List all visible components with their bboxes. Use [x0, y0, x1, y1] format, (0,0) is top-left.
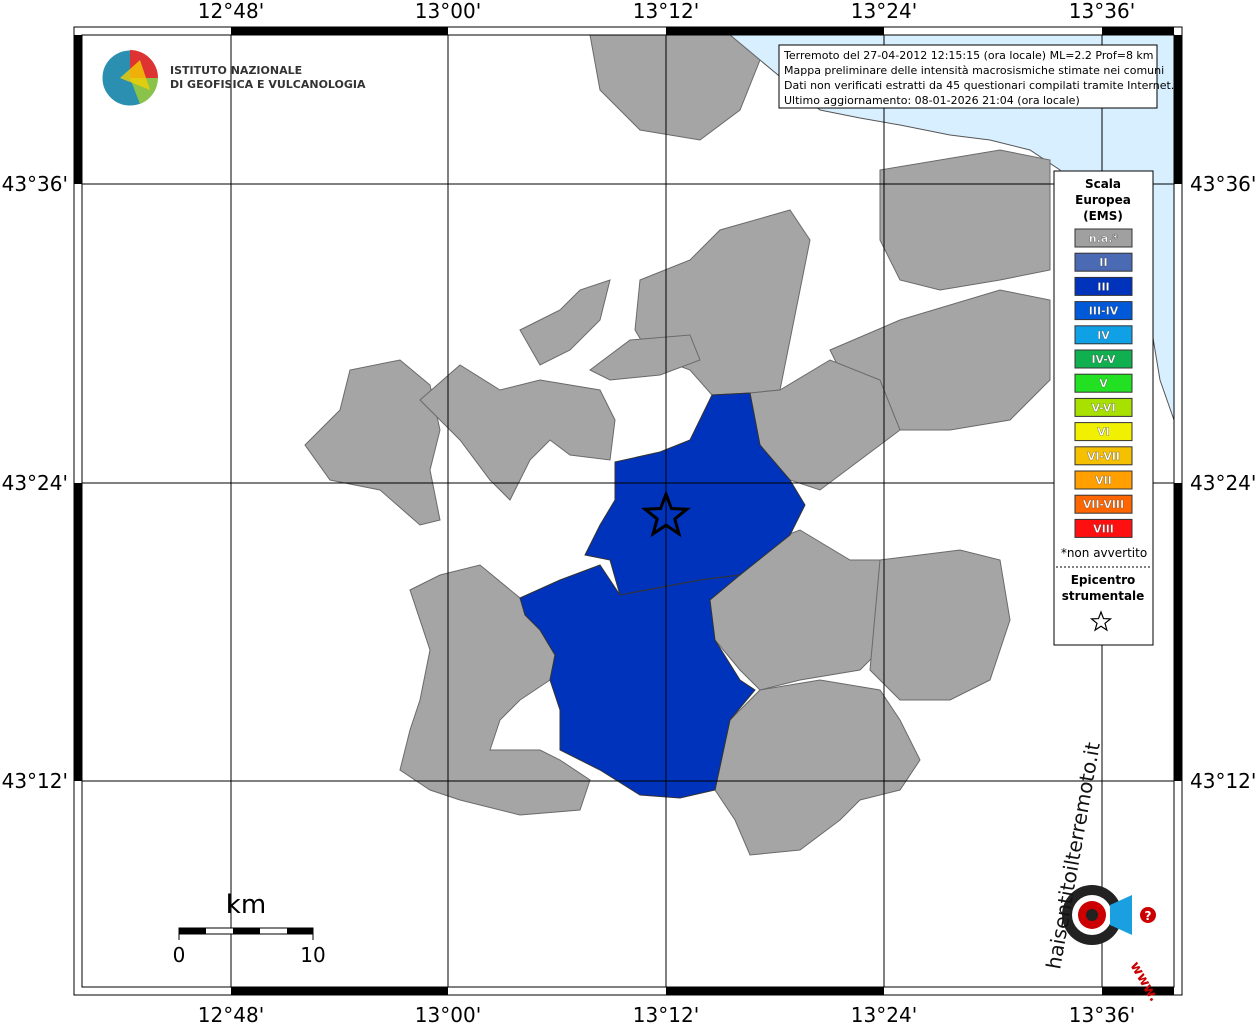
- frame-segment: [666, 987, 884, 995]
- frame-segment: [1102, 27, 1174, 35]
- legend-swatch: [1074, 252, 1133, 272]
- frame-segment: [74, 184, 82, 483]
- lon-label: 12°48': [198, 1003, 264, 1024]
- legend-swatch: [1074, 397, 1133, 417]
- lat-label: 43°36': [1190, 172, 1256, 196]
- frame-segment: [74, 483, 82, 781]
- lat-label: 43°24': [1190, 471, 1256, 495]
- info-line: Terremoto del 27-04-2012 12:15:15 (ora l…: [783, 49, 1154, 62]
- legend-label: IV: [1097, 329, 1110, 342]
- legend: ScalaEuropea(EMS)n.a.*IIIIIIII-IVIVIV-VV…: [1053, 170, 1154, 646]
- frame-segment: [1102, 987, 1174, 995]
- legend-label: VII-VIII: [1083, 498, 1124, 511]
- legend-swatch: [1074, 373, 1133, 393]
- scale-label: 0: [173, 943, 186, 967]
- lon-label: 13°00': [415, 0, 481, 23]
- legend-swatch: [1074, 494, 1133, 514]
- legend-epicenter: Epicentro: [1071, 573, 1136, 587]
- intensity-area: [584, 392, 806, 596]
- municipality: [714, 679, 921, 856]
- scale-unit: km: [226, 890, 266, 920]
- municipality: [869, 549, 1011, 701]
- legend-swatch: [1074, 301, 1133, 321]
- lat-label: 43°36': [2, 172, 68, 196]
- logo-text: ?: [1145, 909, 1152, 923]
- municipality: [519, 279, 611, 366]
- frame-border: [73, 26, 1183, 996]
- frame-segment: [448, 27, 666, 35]
- map-area: [304, 34, 1175, 856]
- legend-label: IV-V: [1091, 353, 1116, 366]
- legend-swatch: [1074, 446, 1133, 466]
- frame-inner: [81, 34, 1175, 988]
- municipality: [589, 34, 761, 141]
- frame-segment: [82, 27, 231, 35]
- legend-swatch: [1074, 470, 1133, 490]
- frame-segment: [448, 987, 666, 995]
- scale-label: 10: [300, 943, 325, 967]
- legend-swatch: [1074, 422, 1133, 442]
- legend-label: III: [1097, 280, 1109, 293]
- frame-segment: [1174, 184, 1182, 483]
- legend-label: VII: [1095, 474, 1112, 487]
- legend-label: II: [1099, 256, 1107, 269]
- frame-segment: [74, 35, 82, 184]
- lon-label: 13°12': [633, 1003, 699, 1024]
- legend-note: *non avvertito: [1061, 546, 1147, 560]
- frame-segment: [231, 987, 448, 995]
- legend-label: V: [1099, 377, 1108, 390]
- scale-bar: km 0 10: [173, 890, 326, 967]
- legend-swatch: [1074, 349, 1133, 369]
- legend-label: n.a.*: [1089, 232, 1119, 245]
- lat-label: 43°24': [2, 471, 68, 495]
- logo-text: ISTITUTO NAZIONALE: [170, 64, 302, 77]
- info-box: Terremoto del 27-04-2012 12:15:15 (ora l…: [778, 44, 1174, 109]
- info-line: Dati non verificati estratti da 45 quest…: [784, 79, 1174, 92]
- info-line: Ultimo aggiornamento: 08-01-2026 21:04 (…: [784, 94, 1080, 107]
- legend-swatch: [1074, 276, 1133, 296]
- ingv-logo: ISTITUTO NAZIONALE DI GEOFISICA E VULCAN…: [101, 49, 366, 107]
- legend-title: Europea: [1075, 193, 1131, 207]
- municipality: [589, 334, 701, 381]
- legend-label: V-VI: [1091, 401, 1115, 414]
- lat-label: 43°12': [2, 769, 68, 793]
- frame-segment: [884, 987, 1102, 995]
- lon-label: 13°36': [1069, 0, 1135, 23]
- frame-segment: [1174, 35, 1182, 184]
- legend-epicenter: strumentale: [1062, 589, 1145, 603]
- legend-label: VI-VII: [1087, 450, 1120, 463]
- legend-label: VIII: [1093, 522, 1114, 535]
- frame-segment: [884, 27, 1102, 35]
- lon-label: 13°00': [415, 1003, 481, 1024]
- frame-segment: [82, 987, 231, 995]
- lon-label: 13°36': [1069, 1003, 1135, 1024]
- lat-label: 43°12': [1190, 769, 1256, 793]
- lon-label: 12°48': [198, 0, 264, 23]
- intensity-area: [519, 564, 756, 799]
- frame-segment: [1174, 781, 1182, 987]
- frame-segment: [666, 27, 884, 35]
- legend-swatch: [1074, 518, 1133, 538]
- municipality: [304, 359, 441, 526]
- municipality: [879, 149, 1051, 291]
- legend-label: VI: [1097, 426, 1110, 439]
- legend-title: Scala: [1085, 177, 1121, 191]
- map-frame: [73, 26, 1183, 996]
- frame-segment: [1174, 483, 1182, 781]
- lon-label: 13°24': [851, 0, 917, 23]
- legend-title: (EMS): [1083, 209, 1123, 223]
- info-line: Mappa preliminare delle intensità macros…: [784, 64, 1164, 77]
- legend-swatch: [1074, 325, 1133, 345]
- legend-star: [1089, 610, 1113, 632]
- epicenter-star: [641, 489, 691, 538]
- lon-label: 13°24': [851, 1003, 917, 1024]
- legend-label: III-IV: [1089, 305, 1119, 318]
- frame-segment: [74, 781, 82, 987]
- lon-label: 13°12': [633, 0, 699, 23]
- logo-text: DI GEOFISICA E VULCANOLOGIA: [170, 78, 366, 91]
- frame-segment: [231, 27, 448, 35]
- legend-swatch: [1074, 228, 1133, 248]
